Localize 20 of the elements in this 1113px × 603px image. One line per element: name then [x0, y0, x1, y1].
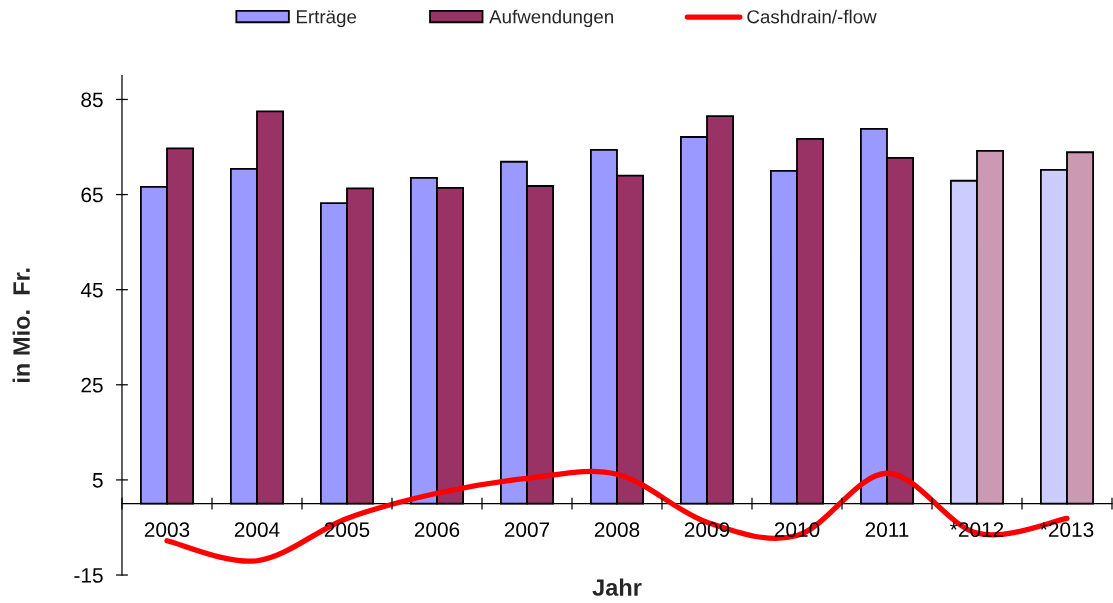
x-tick-label: 2009	[684, 522, 730, 538]
x-tick-label: 2008	[594, 522, 640, 538]
y-tick-label: 65	[81, 187, 103, 203]
y-tick-label: 45	[80, 282, 103, 298]
y-tick-label: 5	[92, 473, 103, 488]
legend-label: Erträge	[296, 10, 357, 28]
y-tick-label: 85	[81, 92, 103, 108]
x-tick-label: 2011	[865, 522, 909, 538]
x-tick-label: 2006	[414, 522, 460, 538]
y-axis-title: in Mio. Fr.	[12, 268, 30, 383]
x-tick-label: 2004	[234, 522, 280, 538]
x-tick-label: 2005	[324, 522, 370, 538]
x-tick-label: *2013	[1040, 522, 1094, 538]
legend-label: Aufwendungen	[489, 9, 613, 28]
y-tick-label: -15	[74, 568, 103, 583]
x-tick-label: 2003	[144, 522, 190, 538]
legend-label: Cashdrain/-flow	[747, 9, 877, 24]
x-tick-label: 2007	[504, 522, 550, 538]
x-axis-title: Jahr	[592, 578, 642, 596]
y-tick-label: 25	[81, 377, 103, 393]
